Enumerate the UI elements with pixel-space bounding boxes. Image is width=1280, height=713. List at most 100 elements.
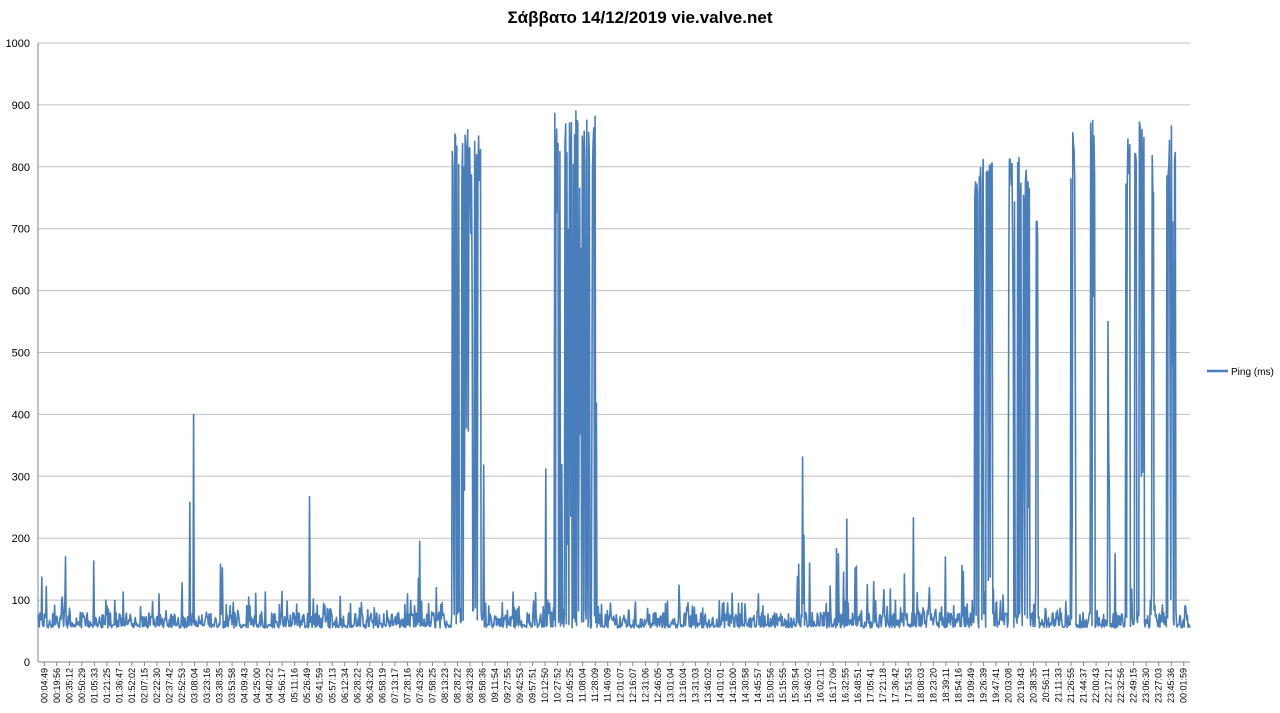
x-tick-label: 02:52:53 [177, 668, 187, 703]
x-tick-label: 03:08:04 [190, 668, 200, 703]
x-tick-label: 13:31:03 [690, 668, 700, 703]
x-tick-label: 01:52:02 [127, 668, 137, 703]
series-line-ping [37, 110, 1191, 629]
x-tick-label: 18:23:20 [928, 668, 938, 703]
gridlines [38, 42, 1190, 601]
x-tick-label: 23:45:36 [1166, 668, 1176, 703]
y-tick-label: 100 [12, 595, 30, 607]
x-tick-label: 03:23:16 [202, 668, 212, 703]
x-tick-label: 19:47:41 [991, 668, 1001, 703]
y-tick-label: 900 [12, 100, 30, 112]
x-tick-label: 04:09:43 [240, 668, 250, 703]
x-tick-label: 06:28:22 [352, 668, 362, 703]
y-tick-label: 500 [12, 348, 30, 360]
x-tick-label: 08:43:28 [465, 668, 475, 703]
y-tick-label: 0 [24, 657, 30, 669]
x-tick-label: 11:08:04 [578, 668, 588, 702]
x-tick-label: 22:32:56 [1116, 668, 1126, 703]
legend-label: Ping (ms) [1231, 367, 1274, 378]
x-tick-label: 22:17:21 [1104, 668, 1114, 703]
x-tick-label: 20:38:35 [1028, 668, 1038, 703]
x-tick-label: 05:11:16 [290, 668, 300, 702]
x-tick-label: 08:13:23 [440, 668, 450, 703]
x-tick-label: 23:27:03 [1154, 668, 1164, 703]
x-tick-label: 02:07:15 [139, 668, 149, 703]
x-tick-label: 09:57:51 [528, 668, 538, 703]
x-tick-label: 01:05:33 [89, 668, 99, 703]
x-tick-label: 09:42:53 [515, 668, 525, 703]
x-tick-label: 22:49:15 [1129, 668, 1139, 703]
x-tick-label: 06:58:19 [377, 668, 387, 703]
x-tick-label: 05:41:59 [315, 668, 325, 703]
x-tick-label: 20:03:08 [1003, 668, 1013, 703]
x-tick-label: 15:30:54 [791, 668, 801, 703]
x-tick-label: 08:28:22 [452, 668, 462, 703]
legend: Ping (ms) [1207, 367, 1274, 378]
x-tick-label: 16:02:11 [816, 668, 826, 702]
x-tick-label: 21:26:55 [1066, 668, 1076, 703]
x-tick-label: 07:58:25 [427, 668, 437, 703]
x-tick-label: 00:01:59 [1179, 668, 1189, 703]
x-tick-label: 18:54:16 [953, 668, 963, 703]
x-tick-label: 12:31:06 [640, 668, 650, 703]
x-axis: 00:04:49 00:19:56 00:35:12 00:50:29 01:05:33… [38, 661, 1190, 703]
x-tick-label: 17:21:18 [878, 668, 888, 703]
x-tick-label: 17:36:42 [891, 668, 901, 703]
x-tick-label: 07:43:26 [415, 668, 425, 703]
x-tick-label: 13:16:04 [678, 668, 688, 703]
x-tick-label: 18:39:11 [941, 668, 951, 702]
x-tick-label: 14:16:00 [728, 668, 738, 703]
x-tick-label: 05:57:13 [327, 668, 337, 703]
x-tick-label: 20:19:43 [1016, 668, 1026, 703]
x-tick-label: 01:36:47 [114, 668, 124, 703]
x-tick-label: 21:11:33 [1054, 668, 1064, 702]
x-tick-label: 19:26:39 [978, 668, 988, 703]
x-tick-label: 00:50:29 [77, 668, 87, 703]
y-tick-label: 700 [12, 224, 30, 236]
x-tick-label: 04:56:17 [277, 668, 287, 703]
x-tick-label: 21:44:37 [1079, 668, 1089, 703]
x-tick-label: 14:01:01 [715, 668, 725, 703]
x-tick-label: 09:11:54 [490, 668, 500, 702]
x-tick-label: 10:45:25 [565, 668, 575, 703]
x-tick-label: 15:00:56 [766, 668, 776, 703]
x-tick-label: 11:46:09 [603, 668, 613, 702]
x-tick-label: 11:28:09 [590, 668, 600, 702]
x-tick-label: 04:25:00 [252, 668, 262, 703]
x-tick-label: 05:26:49 [302, 668, 312, 703]
y-tick-label: 300 [12, 471, 30, 483]
x-tick-label: 07:13:17 [390, 668, 400, 703]
x-tick-label: 03:53:58 [227, 668, 237, 703]
x-tick-label: 19:09:49 [966, 668, 976, 703]
x-tick-label: 06:43:20 [365, 668, 375, 703]
x-tick-label: 17:51:53 [903, 668, 913, 703]
x-tick-label: 15:46:02 [803, 668, 813, 703]
y-tick-label: 200 [12, 533, 30, 545]
x-tick-label: 18:08:03 [916, 668, 926, 703]
x-tick-label: 00:35:12 [64, 668, 74, 703]
x-tick-label: 02:37:42 [164, 668, 174, 703]
y-tick-label: 400 [12, 409, 30, 421]
x-tick-label: 13:01:04 [665, 668, 675, 703]
y-tick-label: 800 [12, 162, 30, 174]
x-tick-label: 10:12:50 [540, 668, 550, 703]
x-tick-label: 14:45:57 [753, 668, 763, 703]
x-tick-label: 07:28:16 [402, 668, 412, 703]
x-tick-label: 01:21:25 [102, 668, 112, 703]
x-tick-label: 22:00:43 [1091, 668, 1101, 703]
x-tick-label: 04:40:22 [265, 668, 275, 703]
y-axis: 0 100 200 300 400 500 600 700 800 900 1000 [6, 38, 39, 669]
x-tick-label: 12:16:07 [628, 668, 638, 703]
x-tick-label: 16:48:51 [853, 668, 863, 703]
x-tick-label: 15:15:55 [778, 668, 788, 703]
x-tick-label: 10:27:52 [553, 668, 563, 703]
x-tick-label: 14:30:58 [740, 668, 750, 703]
x-tick-label: 02:22:30 [152, 668, 162, 703]
x-tick-label: 03:38:35 [215, 668, 225, 703]
x-tick-label: 08:58:36 [478, 668, 488, 703]
plot-area [37, 110, 1191, 629]
x-tick-label: 12:01:07 [615, 668, 625, 703]
x-tick-label: 09:27:55 [503, 668, 513, 703]
y-tick-label: 1000 [6, 38, 30, 50]
